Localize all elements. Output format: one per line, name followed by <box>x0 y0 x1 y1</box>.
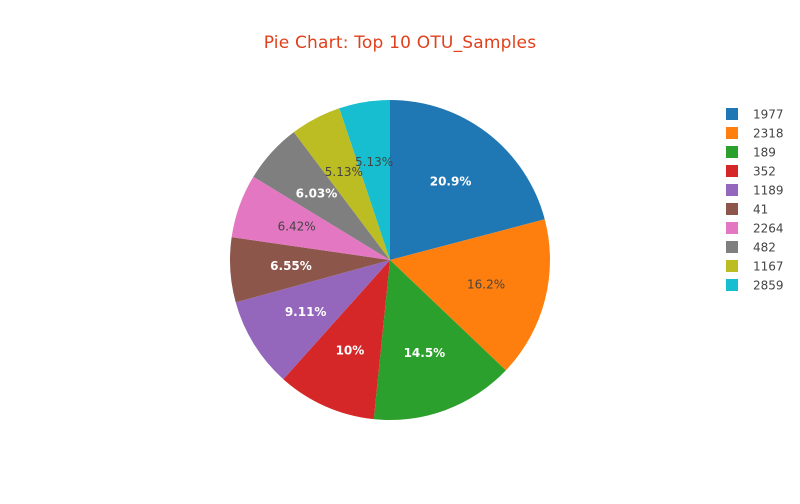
pie-slice-1977[interactable] <box>390 100 545 260</box>
legend-item-189[interactable]: 189 <box>726 146 776 160</box>
legend-label-1167: 1167 <box>753 260 784 274</box>
slice-label-1189: 9.11% <box>285 305 327 319</box>
slice-label-2264: 6.42% <box>278 219 316 233</box>
legend-swatch-352 <box>726 165 738 177</box>
pie-slice-2859[interactable] <box>339 100 390 260</box>
legend-swatch-2318 <box>726 127 738 139</box>
legend-item-1167[interactable]: 1167 <box>726 260 784 274</box>
legend-swatch-1977 <box>726 108 738 120</box>
legend: 1977 2318 189 352 1189 41 2264 482 1167 2859 <box>726 108 784 293</box>
legend-swatch-2264 <box>726 222 738 234</box>
legend-item-2859[interactable]: 2859 <box>726 279 784 293</box>
legend-label-1189: 1189 <box>753 184 784 198</box>
slice-label-41: 6.55% <box>270 259 312 273</box>
pie-slice-1189[interactable] <box>235 260 390 380</box>
pie-slice-352[interactable] <box>283 260 390 420</box>
pie-slice-189[interactable] <box>373 260 506 420</box>
legend-item-41[interactable]: 41 <box>726 203 768 217</box>
chart-title: Pie Chart: Top 10 OTU_Samples <box>263 33 537 53</box>
pie-slice-2318[interactable] <box>390 219 550 371</box>
legend-swatch-482 <box>726 241 738 253</box>
legend-label-41: 41 <box>753 203 768 217</box>
pie-slice-41[interactable] <box>230 237 390 303</box>
pie-slice-482[interactable] <box>253 132 390 260</box>
legend-item-2264[interactable]: 2264 <box>726 222 784 236</box>
legend-swatch-1167 <box>726 260 738 272</box>
legend-swatch-2859 <box>726 279 738 291</box>
slice-label-1167: 5.13% <box>325 165 363 179</box>
pie-slice-1167[interactable] <box>293 108 390 261</box>
slice-label-2859: 5.13% <box>355 155 393 169</box>
legend-item-1189[interactable]: 1189 <box>726 184 784 198</box>
legend-label-189: 189 <box>753 146 776 160</box>
slice-label-1977: 20.9% <box>430 174 472 188</box>
legend-swatch-189 <box>726 146 738 158</box>
legend-item-2318[interactable]: 2318 <box>726 127 784 141</box>
legend-swatch-1189 <box>726 184 738 196</box>
legend-label-2264: 2264 <box>753 222 784 236</box>
slice-label-189: 14.5% <box>404 346 446 360</box>
slice-label-482: 6.03% <box>296 186 338 200</box>
slice-labels-layer: 20.9% 16.2% 14.5% 10% 9.11% 6.55% 6.42% 6.03% 5.… <box>270 155 505 360</box>
slice-label-2318: 16.2% <box>467 278 505 292</box>
slices-layer <box>230 100 550 420</box>
legend-label-2859: 2859 <box>753 279 784 293</box>
legend-item-352[interactable]: 352 <box>726 165 776 179</box>
legend-item-1977[interactable]: 1977 <box>726 108 784 122</box>
legend-label-1977: 1977 <box>753 108 784 122</box>
slice-label-352: 10% <box>336 344 365 358</box>
legend-label-482: 482 <box>753 241 776 255</box>
legend-swatch-41 <box>726 203 738 215</box>
legend-label-2318: 2318 <box>753 127 784 141</box>
legend-item-482[interactable]: 482 <box>726 241 776 255</box>
legend-label-352: 352 <box>753 165 776 179</box>
pie-slice-2264[interactable] <box>231 176 390 260</box>
